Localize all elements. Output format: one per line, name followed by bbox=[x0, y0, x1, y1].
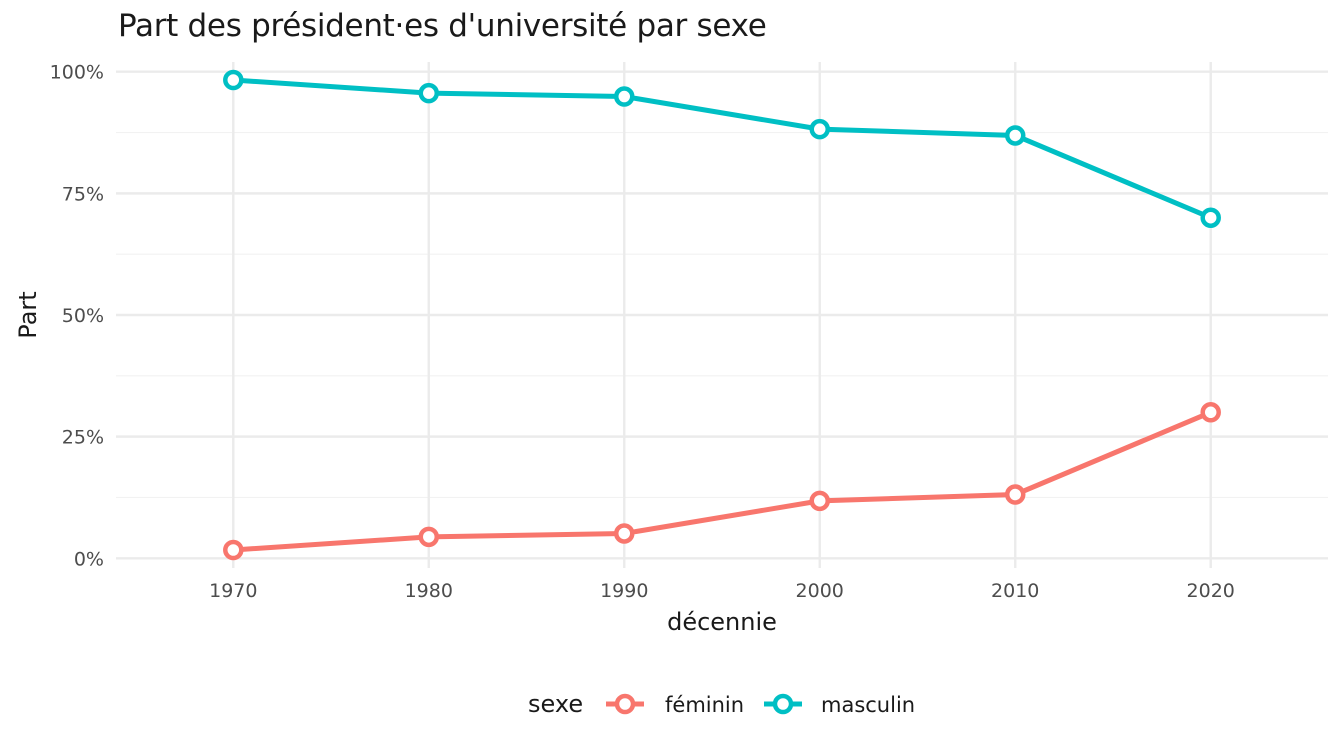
data-point-masculin bbox=[614, 86, 635, 107]
x-tick-label: 1970 bbox=[209, 580, 257, 602]
chart-title: Part des président·es d'université par s… bbox=[118, 8, 767, 44]
data-point-masculin bbox=[1004, 125, 1026, 146]
y-tick-label: 75% bbox=[62, 183, 104, 205]
grid bbox=[116, 62, 1328, 568]
y-axis-title: Part bbox=[14, 291, 42, 338]
y-tick-label: 100% bbox=[50, 62, 104, 84]
y-tick-label: 50% bbox=[62, 305, 104, 327]
series bbox=[223, 69, 1221, 561]
data-point-féminin bbox=[614, 523, 635, 544]
legend-label: masculin bbox=[821, 693, 915, 717]
x-axis-title: décennie bbox=[667, 608, 777, 636]
x-tick-label: 2000 bbox=[796, 580, 844, 602]
axes: 0% 25% 50% 75% 100% 1970 1980 1990 2000 2010 2020 d… bbox=[14, 62, 1235, 636]
x-tick-label: 1980 bbox=[405, 580, 453, 602]
x-tick-label: 1990 bbox=[600, 580, 648, 602]
data-point-féminin bbox=[809, 490, 830, 512]
data-point-masculin bbox=[1200, 207, 1221, 228]
data-point-masculin bbox=[223, 69, 244, 91]
legend: sexe féminin masculin bbox=[528, 690, 915, 718]
y-tick-label: 0% bbox=[74, 548, 104, 570]
data-point-féminin bbox=[223, 539, 244, 561]
y-tick-label: 25% bbox=[62, 427, 104, 449]
legend-key-point bbox=[772, 693, 794, 715]
data-point-féminin bbox=[418, 526, 440, 548]
legend-title: sexe bbox=[528, 690, 583, 718]
data-point-féminin bbox=[1004, 484, 1026, 505]
series-line-féminin bbox=[230, 409, 1214, 553]
data-point-féminin bbox=[1200, 402, 1221, 423]
x-tick-label: 2020 bbox=[1187, 580, 1235, 602]
legend-label: féminin bbox=[665, 693, 744, 717]
x-tick-label: 2010 bbox=[991, 580, 1039, 602]
series-line-masculin bbox=[230, 77, 1214, 221]
data-point-masculin bbox=[809, 118, 830, 140]
legend-key-point bbox=[614, 693, 636, 715]
data-point-masculin bbox=[418, 82, 440, 104]
